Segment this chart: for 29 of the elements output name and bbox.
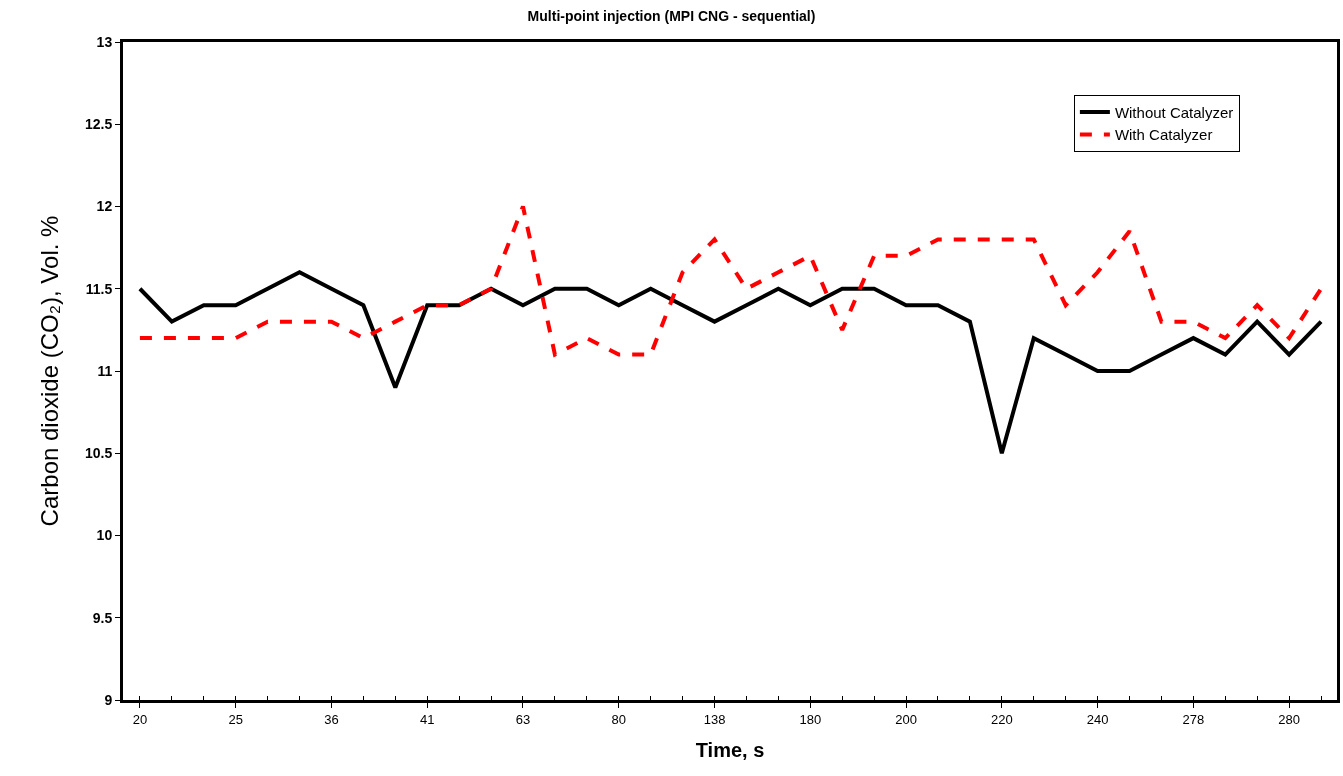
x-tick-label: 25 xyxy=(228,711,243,727)
x-tick-label: 280 xyxy=(1278,711,1300,727)
y-tick-label: 10 xyxy=(96,527,113,544)
chart-title: Multi-point injection (MPI CNG - sequential) xyxy=(527,8,816,25)
y-tick-label: 12.5 xyxy=(84,116,113,133)
y-tick-label: 9.5 xyxy=(92,609,113,626)
y-tick-label: 13 xyxy=(96,33,113,50)
x-tick-label: 63 xyxy=(515,711,531,727)
y-tick-label: 11 xyxy=(97,362,113,379)
x-tick-label: 80 xyxy=(611,711,626,727)
x-tick-label: 20 xyxy=(132,711,148,727)
x-tick-label: 180 xyxy=(799,711,822,727)
legend-label: Without Catalyzer xyxy=(1114,103,1234,121)
y-tick-label: 10.5 xyxy=(84,445,113,462)
legend-label: With Catalyzer xyxy=(1114,126,1213,144)
x-tick-label: 278 xyxy=(1182,711,1205,727)
x-tick-label: 36 xyxy=(324,711,339,727)
x-tick-label: 240 xyxy=(1086,711,1109,727)
line-series xyxy=(137,204,1324,357)
line-series xyxy=(137,270,1324,456)
x-tick-label: 138 xyxy=(703,711,726,727)
y-tick-label: 12 xyxy=(96,198,113,215)
y-tick-label: 11.5 xyxy=(85,280,113,297)
y-tick-label: 9 xyxy=(104,691,113,708)
x-tick-label: 41 xyxy=(419,711,435,727)
x-axis-title: Time, s xyxy=(695,739,765,762)
y-axis-title: Carbon dioxide (CO₂), Vol. % xyxy=(36,215,64,527)
x-tick-label: 220 xyxy=(990,711,1013,727)
x-tick-label: 200 xyxy=(895,711,917,727)
